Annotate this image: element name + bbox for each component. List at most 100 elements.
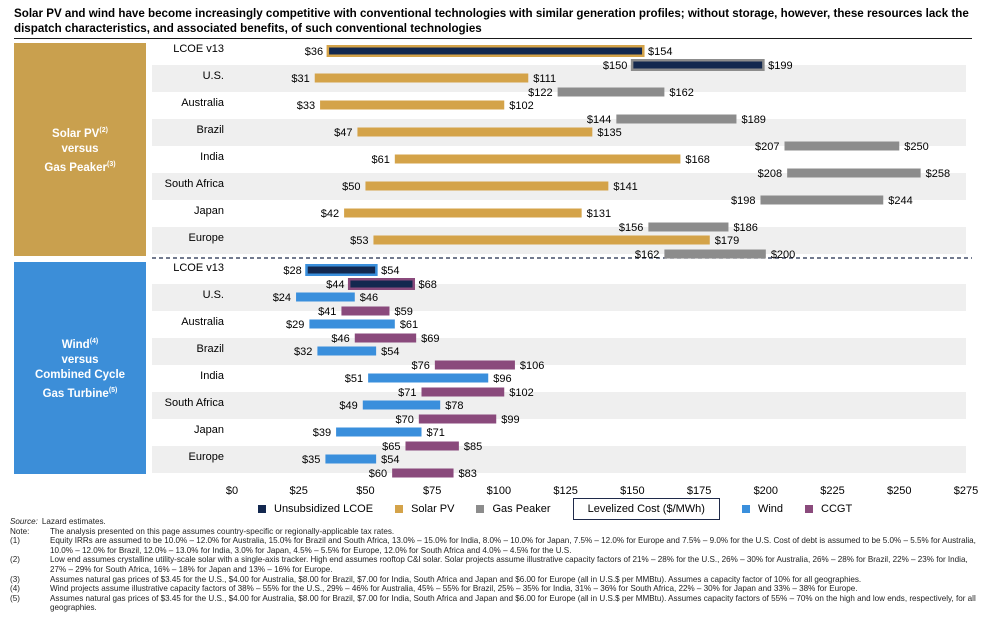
page-title: Solar PV and wind have become increasing… <box>14 7 969 35</box>
x-tick-label: $125 <box>553 485 577 497</box>
bar-high-label: $54 <box>381 346 399 358</box>
row-band <box>152 338 966 365</box>
legend-item-ccgt: CCGT <box>805 503 852 515</box>
range-bar <box>344 208 582 218</box>
range-bar <box>357 127 593 137</box>
footnote-2: (2) Low end assumes crystalline utility-… <box>10 555 976 574</box>
bar-high-label: $71 <box>427 427 445 439</box>
legend-label: CCGT <box>821 503 853 515</box>
lcoe-bar <box>633 61 763 69</box>
legend-swatch-ccgt <box>805 505 814 513</box>
bar-low-label: $150 <box>603 60 627 72</box>
bar-high-label: $54 <box>381 454 399 466</box>
lcoe-bar <box>307 266 376 274</box>
category-label: South Africa <box>165 397 225 409</box>
bar-low-label: $198 <box>731 195 755 207</box>
bar-low-label: $35 <box>302 454 320 466</box>
footnote-text: Assumes natural gas prices of $3.45 for … <box>50 574 862 584</box>
x-tick-label: $75 <box>423 485 441 497</box>
bar-high-label: $186 <box>733 222 757 234</box>
bar-low-label: $208 <box>758 168 782 180</box>
bar-low-label: $53 <box>350 235 368 247</box>
bar-low-label: $24 <box>273 292 291 304</box>
legend-item-gas-peaker: Gas Peaker <box>476 503 551 515</box>
legend-unit-box: Levelized Cost ($/MWh) <box>572 498 720 520</box>
x-tick-label: $275 <box>954 485 978 497</box>
chart-legend: Unsubsidized LCOE Solar PV Gas Peaker Le… <box>258 498 874 520</box>
footnote-text: Equity IRRs are assumed to be 10.0% – 12… <box>50 536 976 555</box>
bar-high-label: $78 <box>445 400 463 412</box>
bar-low-label: $47 <box>334 127 352 139</box>
bar-low-label: $76 <box>411 360 429 372</box>
bar-low-label: $36 <box>305 46 323 58</box>
range-bar <box>354 333 417 343</box>
section-wind-line3: Combined Cycle <box>34 369 126 381</box>
bar-low-label: $33 <box>297 100 315 112</box>
row-band <box>152 446 966 473</box>
category-label: Australia <box>181 97 225 109</box>
footnote-text: Wind projects assume illustrative capaci… <box>50 584 858 594</box>
bar-low-label: $71 <box>398 387 416 399</box>
range-bar <box>341 306 390 316</box>
lcoe-bar <box>350 280 413 288</box>
range-bar <box>362 400 441 410</box>
section-wind-line4: Gas Turbine <box>42 387 109 400</box>
section-solar-line3: Gas Peaker <box>44 161 108 174</box>
bar-high-label: $162 <box>669 87 693 99</box>
legend-label: Gas Peaker <box>492 503 551 515</box>
category-label: U.S. <box>203 289 224 301</box>
bar-high-label: $99 <box>501 414 519 426</box>
bar-low-label: $49 <box>339 400 357 412</box>
bar-high-label: $83 <box>459 468 477 480</box>
bar-high-label: $102 <box>509 100 533 112</box>
range-bar <box>760 195 884 205</box>
range-bar <box>394 154 681 164</box>
bar-high-label: $106 <box>520 360 544 372</box>
bar-low-label: $32 <box>294 346 312 358</box>
range-bar <box>365 181 609 191</box>
bar-high-label: $69 <box>421 333 439 345</box>
bar-high-label: $179 <box>715 235 739 247</box>
legend-item-wind: Wind <box>741 503 783 515</box>
footnote-key: Source: <box>10 517 38 526</box>
range-bar <box>784 141 900 151</box>
footnote-1: (1) Equity IRRs are assumed to be 10.0% … <box>10 536 976 555</box>
x-tick-label: $200 <box>754 485 778 497</box>
category-label: LCOE v13 <box>173 262 224 274</box>
bar-high-label: $59 <box>394 306 412 318</box>
bar-low-label: $207 <box>755 141 779 153</box>
range-bar <box>373 235 710 245</box>
bar-high-label: $85 <box>464 441 482 453</box>
bar-high-label: $168 <box>685 154 709 166</box>
x-tick-label: $250 <box>887 485 911 497</box>
footnote-key: (1) <box>10 536 20 546</box>
bar-low-label: $122 <box>528 87 552 99</box>
footnote-note: Note: The analysis presented on this pag… <box>10 527 976 537</box>
range-bar <box>317 346 377 356</box>
range-bar <box>648 222 729 232</box>
bar-high-label: $200 <box>771 249 795 261</box>
footnote-text: Assumes natural gas prices of $3.45 for … <box>50 593 976 613</box>
bar-high-label: $68 <box>418 279 436 291</box>
range-bar <box>368 373 489 383</box>
footnote-key: (4) <box>10 584 20 594</box>
bar-high-label: $154 <box>648 46 672 58</box>
footnotes: Source: Lazard estimates. Note: The anal… <box>10 517 976 613</box>
footnote-key: (5) <box>10 593 20 603</box>
range-bar <box>418 414 497 424</box>
range-bar <box>557 87 665 97</box>
footnote-text: Lazard estimates. <box>41 517 106 526</box>
bar-low-label: $60 <box>369 468 387 480</box>
category-label: Brazil <box>196 343 224 355</box>
footnote-text: The analysis presented on this page assu… <box>50 526 395 536</box>
bar-low-label: $42 <box>321 208 339 220</box>
section-label-wind-vs-ccgt: Wind(4) versus Combined Cycle Gas Turbin… <box>14 262 146 474</box>
bar-low-label: $65 <box>382 441 400 453</box>
bar-low-label: $28 <box>283 265 301 277</box>
category-label: India <box>200 151 225 163</box>
range-bar <box>787 168 921 178</box>
x-tick-label: $100 <box>487 485 511 497</box>
section-wind-line1: Wind <box>61 339 90 351</box>
bar-high-label: $199 <box>768 60 792 72</box>
bar-low-label: $41 <box>318 306 336 318</box>
